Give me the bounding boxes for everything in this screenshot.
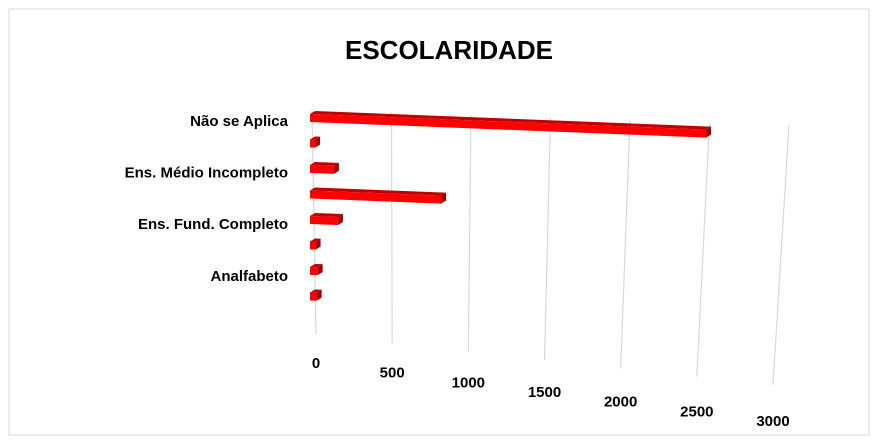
bar: [310, 267, 318, 276]
bar: [310, 114, 707, 138]
y-tick-label: Ens. Médio Incompleto: [125, 165, 288, 182]
bar-top: [310, 213, 343, 218]
bar-top: [310, 136, 321, 140]
bar-end: [315, 136, 321, 148]
bar-top: [310, 162, 339, 166]
y-tick-label: Ens. Fund. Completo: [138, 216, 288, 233]
bar: [310, 216, 338, 226]
grid-line: [772, 124, 790, 386]
bar-top: [310, 111, 712, 130]
bar-end: [337, 214, 343, 226]
bar: [310, 139, 316, 148]
chart-title: ESCOLARIDADE: [345, 35, 553, 65]
x-tick-label: 3000: [756, 413, 789, 430]
y-tick-label: Não se Aplica: [190, 113, 288, 130]
x-tick-label: 500: [380, 365, 405, 382]
bar-end: [333, 162, 339, 174]
bar: [310, 190, 442, 204]
x-tick-label: 1500: [528, 384, 561, 401]
x-tick-label: 0: [312, 355, 320, 372]
bar-end: [317, 264, 323, 276]
grid-line: [696, 122, 711, 377]
grid-line: [543, 117, 552, 361]
grid-line: [620, 119, 631, 369]
x-tick-label: 2500: [680, 403, 713, 420]
x-tick-label: 2000: [604, 394, 637, 411]
bar: [310, 241, 316, 250]
bar-top: [310, 264, 323, 268]
bar-end: [315, 238, 321, 250]
bar: [310, 292, 317, 301]
grid-line: [390, 112, 393, 344]
bar: [310, 165, 334, 174]
x-tick-label: 1000: [452, 374, 485, 391]
bar-top: [310, 238, 321, 242]
bar-top: [310, 187, 447, 196]
grid-line: [467, 114, 472, 352]
bar-end: [441, 192, 447, 204]
chart-frame: [8, 8, 870, 436]
bar-top: [310, 289, 322, 293]
y-tick-label: Analfabeto: [210, 268, 288, 285]
bar-end: [316, 289, 322, 301]
bar-end: [706, 126, 712, 138]
